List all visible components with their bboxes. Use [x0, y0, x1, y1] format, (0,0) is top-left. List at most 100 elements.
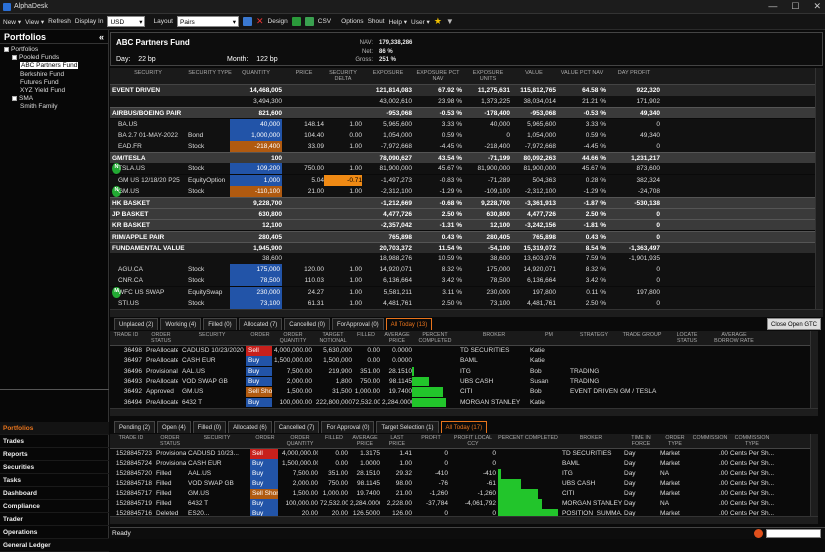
- order-row[interactable]: 36497 PreAllocated CASH EUR Buy1,500,000.00…: [110, 356, 810, 366]
- column-header[interactable]: COMMISSION: [692, 435, 728, 441]
- orders-hscroll[interactable]: [110, 408, 818, 416]
- column-header[interactable]: TARGET NOTIONAL: [319, 332, 347, 344]
- status-input[interactable]: [766, 529, 821, 538]
- minimize-button[interactable]: —: [768, 1, 778, 11]
- tab[interactable]: Open (4): [157, 421, 191, 433]
- execution-row[interactable]: 1528845723 Provisional CADUSD 10/23... Sell…: [110, 449, 810, 459]
- execution-row[interactable]: 1528845718 Filled VOD SWAP GB Buy 2,000.00 75…: [110, 479, 810, 489]
- order-row[interactable]: 36496 Provisional AAL.US Buy 7,500.00 219,900…: [110, 366, 810, 377]
- position-row[interactable]: 3,494,300 43,002,610 23.98 % 1,373,225 38,03…: [110, 96, 815, 108]
- position-row[interactable]: STI.US Stock 73,100 61.31 1.00 4,481,761 2.50 …: [110, 297, 815, 309]
- tab[interactable]: Cancelled (0): [284, 318, 330, 330]
- tab[interactable]: Filled (0): [203, 318, 237, 330]
- column-header[interactable]: COMMISSION TYPE: [734, 435, 770, 447]
- position-row[interactable]: N TSLA.US Stock 109,200 750.00 1.00 81,900,000…: [110, 163, 815, 175]
- order-row[interactable]: 36498 PreAllocated CADUSD 10/23/2020Sell4,…: [110, 346, 810, 356]
- execution-row[interactable]: 1528845719 Filled 6432 T Buy 100,000.00 72,53…: [110, 499, 810, 509]
- column-header[interactable]: TRADE ID: [113, 332, 139, 338]
- menu-help[interactable]: Help ▾: [388, 18, 408, 26]
- column-header[interactable]: BROKER: [482, 332, 506, 338]
- column-header[interactable]: PERCENT COMPLETED: [498, 435, 558, 441]
- tree-node[interactable]: XYZ Yield Fund: [4, 87, 104, 95]
- tree-node[interactable]: Pooled Funds: [4, 54, 104, 62]
- tree-node[interactable]: Portfolios: [4, 46, 104, 54]
- menu-view[interactable]: View ▾: [25, 18, 45, 26]
- currency-select[interactable]: USD ▾: [107, 16, 146, 27]
- orders-vscroll[interactable]: [810, 331, 818, 408]
- delete-icon[interactable]: ✕: [256, 16, 264, 26]
- tab[interactable]: For Approval (0): [321, 421, 375, 433]
- column-header[interactable]: SECURITY DELTA: [329, 70, 357, 82]
- column-header[interactable]: PROFIT: [421, 435, 441, 441]
- column-header[interactable]: SECURITY: [203, 435, 231, 441]
- position-row[interactable]: 38,600 18,988,276 10.59 % 38,600 13,603,976 7…: [110, 253, 815, 264]
- positions-hscroll[interactable]: [110, 309, 823, 317]
- column-header[interactable]: EXPOSURE UNITS: [472, 70, 504, 82]
- tree-node[interactable]: SMA: [4, 95, 104, 103]
- order-row[interactable]: 36492 Approved GM.US Sell Short 1,500.00 31,5…: [110, 387, 810, 397]
- column-header[interactable]: ORDER TYPE: [665, 435, 685, 447]
- close-open-gtc-button[interactable]: Close Open GTC: [767, 318, 821, 330]
- refresh-button[interactable]: Refresh: [48, 18, 71, 25]
- column-header[interactable]: ORDER QUANTITY: [286, 435, 314, 447]
- nav-item[interactable]: Operations: [0, 526, 109, 539]
- column-header[interactable]: PERCENT COMPLETED: [418, 332, 452, 344]
- filter-icon[interactable]: ▼: [445, 17, 454, 26]
- execution-row[interactable]: 1528845716 Deleted ES20... Buy 20.00 20.00 126…: [110, 509, 810, 516]
- column-header[interactable]: FILLED: [325, 435, 343, 441]
- column-header[interactable]: ORDER: [250, 332, 270, 338]
- column-header[interactable]: VALUE PCT NAV: [560, 70, 604, 76]
- execution-row[interactable]: 1528845720 Filled AAL.US Buy 7,500.00 351.00 2…: [110, 469, 810, 479]
- menu-user[interactable]: User ▾: [411, 18, 430, 26]
- position-row[interactable]: CNR.CA Stock 78,500 110.03 1.00 6,136,664 3.42…: [110, 275, 815, 287]
- order-row[interactable]: 36494 PreAllocated 6432 T Buy 100,000.00222,…: [110, 397, 810, 408]
- execution-row[interactable]: 1528845724 Provisional CASH EUR Buy 1,500,00…: [110, 459, 810, 469]
- tab[interactable]: Allocated (6): [228, 421, 272, 433]
- design-button[interactable]: Design: [267, 18, 288, 25]
- executions-vscroll[interactable]: [810, 434, 818, 516]
- excel-icon[interactable]: [291, 17, 301, 26]
- position-row[interactable]: BA 2.7 01-MAY-2022 Bond 1,000,000 104.40 0.0…: [110, 129, 815, 141]
- tab[interactable]: Unplaced (2): [114, 318, 159, 330]
- nav-item[interactable]: General Ledger: [0, 539, 109, 552]
- column-header[interactable]: SECURITY TYPE: [188, 70, 232, 76]
- column-header[interactable]: PRICE: [295, 70, 313, 76]
- sheet-icon[interactable]: [304, 17, 314, 26]
- maximize-button[interactable]: ☐: [791, 1, 800, 11]
- column-header[interactable]: ORDER STATUS: [159, 435, 181, 447]
- column-header[interactable]: TRADE ID: [118, 435, 144, 441]
- position-row[interactable]: RIM/APPLE PAIR 280,405 765,898 0.43 % 280,40…: [110, 230, 815, 242]
- menu-shout[interactable]: Shout: [367, 18, 385, 25]
- column-header[interactable]: AVERAGE PRICE: [384, 332, 410, 344]
- column-header[interactable]: ORDER QUANTITY: [279, 332, 307, 344]
- tree-node[interactable]: Smith Family: [4, 103, 104, 111]
- tab[interactable]: Pending (2): [114, 421, 156, 433]
- nav-item[interactable]: Securities: [0, 461, 109, 474]
- column-header[interactable]: VALUE: [525, 70, 543, 76]
- column-header[interactable]: EXPOSURE: [372, 70, 404, 76]
- position-row[interactable]: GM US 12/18/20 P25 EquityOption 1,000 5.04-…: [110, 174, 815, 186]
- column-header[interactable]: ORDER STATUS: [150, 332, 172, 344]
- column-header[interactable]: SECURITY: [134, 70, 162, 76]
- column-header[interactable]: BROKER: [579, 435, 603, 441]
- nav-item[interactable]: Dashboard: [0, 487, 109, 500]
- column-header[interactable]: DAY PROFIT: [617, 70, 651, 76]
- tab[interactable]: Allocated (7): [238, 318, 283, 330]
- layout-select[interactable]: Pairs ▾: [177, 16, 239, 27]
- alert-icon[interactable]: [754, 529, 763, 538]
- close-button[interactable]: ✕: [813, 1, 821, 11]
- csv-button[interactable]: CSV: [317, 18, 332, 25]
- nav-item[interactable]: Tasks: [0, 474, 109, 487]
- position-row[interactable]: EAD.FR Stock -218,400 33.09 1.00 -7,972,668 -4…: [110, 141, 815, 152]
- tab[interactable]: Filled (0): [192, 421, 227, 433]
- column-header[interactable]: LAST PRICE: [388, 435, 406, 447]
- tab[interactable]: All Today (17): [440, 421, 488, 433]
- splitter[interactable]: [0, 389, 109, 390]
- nav-item[interactable]: Portfolios: [0, 422, 109, 435]
- positions-vscroll[interactable]: [815, 68, 823, 309]
- save-icon[interactable]: [243, 17, 252, 26]
- tab[interactable]: ForApproval (0): [331, 318, 384, 330]
- column-header[interactable]: AVERAGE PRICE: [352, 435, 378, 447]
- column-header[interactable]: TRADE GROUP: [622, 332, 662, 338]
- position-row[interactable]: EVENT DRIVEN 14,468,005 121,814,083 67.92 %…: [110, 85, 815, 96]
